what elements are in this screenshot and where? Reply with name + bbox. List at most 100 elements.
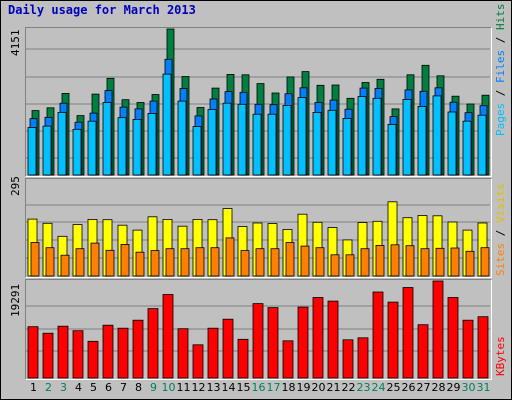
pages-bar-19 [297,97,307,176]
sites-bar-9 [150,250,160,277]
pages-bar-16 [252,113,262,176]
sites-bar-2 [45,247,55,277]
x-tick-label-31: 31 [476,381,491,394]
x-tick-label-6: 6 [105,381,112,394]
pages-bar-20 [312,112,322,176]
sites-bar-1 [30,242,40,277]
pages-bar-12 [192,126,202,176]
sites-bar-15 [240,250,250,277]
sites-bar-25 [390,244,400,277]
pages-bar-4 [72,128,82,176]
x-tick-label-30: 30 [461,381,476,394]
kbytes-bar-27 [417,324,429,379]
x-tick-label-25: 25 [386,381,401,394]
sites-bar-27 [420,248,430,277]
pages-bar-8 [132,119,142,176]
x-tick-label-18: 18 [281,381,296,394]
pages-bar-23 [357,96,367,176]
x-tick-label-9: 9 [150,381,157,394]
kbytes-bar-20 [312,297,324,379]
sites-bar-7 [120,243,130,277]
pages-bar-7 [117,117,127,176]
kbytes-bar-22 [342,339,354,379]
sites-bar-24 [375,244,385,277]
sites-bar-13 [210,247,220,277]
x-tick-label-21: 21 [326,381,341,394]
kbytes-bar-31 [477,316,489,379]
pages-bar-24 [372,97,382,176]
x-tick-label-26: 26 [401,381,416,394]
sites-bar-19 [300,245,310,277]
x-tick-label-12: 12 [191,381,206,394]
kbytes-bar-29 [447,297,459,379]
kbytes-bar-25 [387,301,399,379]
sites-bar-11 [180,248,190,277]
sites-bar-17 [270,248,280,277]
pages-bar-31 [477,114,487,176]
kbytes-bar-3 [57,325,69,379]
pages-bar-1 [27,127,37,176]
kbytes-bar-26 [402,287,414,379]
x-tick-label-17: 17 [266,381,281,394]
chart-title: Daily usage for March 2013 [8,3,196,17]
kbytes-bar-30 [462,319,474,379]
x-tick-label-20: 20 [311,381,326,394]
pages-bar-10 [162,73,172,176]
x-tick-label-28: 28 [431,381,446,394]
sites-bar-4 [75,248,85,277]
x-tick-label-16: 16 [251,381,266,394]
sites-bar-23 [360,248,370,277]
kbytes-bar-12 [192,344,204,379]
sites-bar-5 [90,242,100,277]
pages-bar-21 [327,109,337,176]
x-tick-label-11: 11 [176,381,191,394]
sites-bar-21 [330,254,340,277]
pages-bar-18 [282,105,292,176]
pages-bar-3 [57,112,67,176]
kbytes-bar-23 [357,337,369,379]
kbytes-bar-13 [207,327,219,379]
sites-bar-16 [255,248,265,277]
x-tick-label-4: 4 [75,381,82,394]
sites-bar-6 [105,249,115,277]
sites-bar-10 [165,248,175,277]
x-tick-label-5: 5 [90,381,97,394]
x-tick-label-23: 23 [356,381,371,394]
sites-bar-31 [480,247,490,277]
kbytes-bar-17 [267,307,279,379]
pages-bar-6 [102,102,112,176]
x-tick-label-1: 1 [30,381,37,394]
kbytes-bar-7 [117,327,129,379]
kbytes-bar-10 [162,294,174,379]
x-tick-label-3: 3 [60,381,67,394]
kbytes-bar-5 [87,340,99,379]
sites-bar-20 [315,247,325,277]
pages-bar-15 [237,103,247,176]
x-tick-label-19: 19 [296,381,311,394]
x-tick-label-24: 24 [371,381,386,394]
kbytes-bar-1 [27,326,39,379]
kbytes-bar-9 [147,308,159,379]
sites-bar-18 [285,242,295,277]
sites-bar-8 [135,251,145,277]
pages-bar-30 [462,120,472,176]
kbytes-bar-4 [72,330,84,379]
x-tick-label-22: 22 [341,381,356,394]
sites-bar-3 [60,254,70,277]
pages-bar-9 [147,113,157,176]
sites-bar-28 [435,247,445,277]
x-tick-label-8: 8 [135,381,142,394]
sites-bar-14 [225,237,235,277]
x-tick-label-10: 10 [161,381,176,394]
kbytes-bar-2 [42,332,54,379]
pages-bar-11 [177,100,187,176]
sites-bar-26 [405,245,415,277]
pages-bar-26 [402,99,412,176]
kbytes-bar-16 [252,303,264,379]
x-tick-label-15: 15 [236,381,251,394]
sites-bar-30 [465,250,475,277]
kbytes-bar-21 [327,300,339,379]
sites-bar-29 [450,247,460,277]
kbytes-bar-8 [132,319,144,379]
